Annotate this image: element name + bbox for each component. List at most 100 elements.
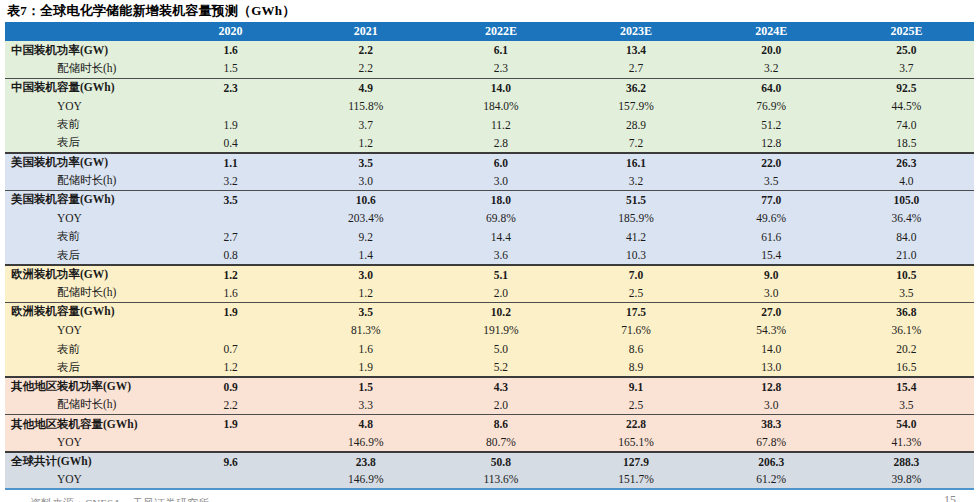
table-row: 配储时长(h)1.52.22.32.73.23.7 <box>5 59 974 78</box>
value-cell: 113.6% <box>433 471 568 490</box>
row-label: YOY <box>5 471 163 490</box>
value-cell: 288.3 <box>839 452 974 471</box>
page-number: 15 <box>944 493 956 502</box>
value-cell: 2.5 <box>568 284 703 303</box>
table-row: 表后0.41.22.87.212.818.5 <box>5 134 974 153</box>
table-row: YOY203.4%69.8%185.9%49.6%36.4% <box>5 209 974 228</box>
value-cell: 22.0 <box>704 153 839 172</box>
table-row: YOY81.3%191.9%71.6%54.3%36.1% <box>5 321 974 340</box>
value-cell: 0.9 <box>163 377 298 396</box>
value-cell: 3.2 <box>568 172 703 191</box>
value-cell: 26.3 <box>839 153 974 172</box>
table-row: 中国装机功率(GW)1.62.26.113.420.025.0 <box>5 41 974 60</box>
value-cell: 11.2 <box>433 115 568 134</box>
header-row: 202020212022E2023E2024E2025E <box>5 22 974 41</box>
row-label: 表后 <box>5 358 163 377</box>
value-cell: 3.0 <box>298 172 433 191</box>
table-row: 其他地区装机功率(GW)0.91.54.39.112.815.4 <box>5 377 974 396</box>
value-cell: 1.9 <box>298 358 433 377</box>
value-cell: 4.3 <box>433 377 568 396</box>
value-cell: 9.6 <box>163 452 298 471</box>
value-cell: 1.5 <box>163 59 298 78</box>
value-cell: 3.5 <box>839 284 974 303</box>
value-cell: 6.0 <box>433 153 568 172</box>
value-cell: 41.2 <box>568 228 703 247</box>
value-cell: 2.7 <box>163 228 298 247</box>
table-row: 配储时长(h)1.61.22.02.53.03.5 <box>5 284 974 303</box>
row-label: 全球共计(GWh) <box>5 452 163 471</box>
value-cell: 10.3 <box>568 246 703 265</box>
header-cell-year: 2024E <box>704 22 839 41</box>
row-label: 表后 <box>5 134 163 153</box>
value-cell: 5.2 <box>433 358 568 377</box>
value-cell: 67.8% <box>704 433 839 452</box>
value-cell: 15.4 <box>704 246 839 265</box>
value-cell <box>163 209 298 228</box>
value-cell: 3.7 <box>298 115 433 134</box>
value-cell: 3.0 <box>433 172 568 191</box>
value-cell <box>163 433 298 452</box>
value-cell: 10.6 <box>298 190 433 209</box>
table-row: 配储时长(h)2.23.32.02.53.03.5 <box>5 396 974 415</box>
value-cell: 18.0 <box>433 190 568 209</box>
row-label: 其他地区装机容量(GWh) <box>5 414 163 433</box>
value-cell: 1.4 <box>298 246 433 265</box>
table-row: 表后0.81.43.610.315.421.0 <box>5 246 974 265</box>
value-cell: 3.5 <box>298 302 433 321</box>
value-cell: 1.9 <box>163 302 298 321</box>
row-label: 配储时长(h) <box>5 59 163 78</box>
table-row: YOY146.9%113.6%151.7%61.2%39.8% <box>5 471 974 490</box>
table-row: YOY146.9%80.7%165.1%67.8%41.3% <box>5 433 974 452</box>
table-row: 美国装机容量(GWh)3.510.618.051.577.0105.0 <box>5 190 974 209</box>
value-cell: 3.5 <box>839 396 974 415</box>
value-cell: 41.3% <box>839 433 974 452</box>
value-cell: 185.9% <box>568 209 703 228</box>
table-row: 欧洲装机容量(GWh)1.93.510.217.527.036.8 <box>5 302 974 321</box>
value-cell: 20.2 <box>839 340 974 359</box>
value-cell: 2.2 <box>163 396 298 415</box>
value-cell: 36.2 <box>568 78 703 97</box>
row-label: 欧洲装机容量(GWh) <box>5 302 163 321</box>
row-label: YOY <box>5 321 163 340</box>
table-row: 表前0.71.65.08.614.020.2 <box>5 340 974 359</box>
value-cell <box>163 471 298 490</box>
value-cell: 1.2 <box>298 134 433 153</box>
value-cell: 3.0 <box>704 396 839 415</box>
row-label: 表前 <box>5 228 163 247</box>
value-cell: 1.9 <box>163 414 298 433</box>
value-cell: 12.8 <box>704 377 839 396</box>
value-cell: 27.0 <box>704 302 839 321</box>
table-body: 中国装机功率(GW)1.62.26.113.420.025.0配储时长(h)1.… <box>5 41 974 490</box>
value-cell: 39.8% <box>839 471 974 490</box>
value-cell: 2.5 <box>568 396 703 415</box>
header-cell-year: 2023E <box>568 22 703 41</box>
value-cell: 3.5 <box>163 190 298 209</box>
value-cell: 115.8% <box>298 97 433 116</box>
value-cell: 54.0 <box>839 414 974 433</box>
value-cell: 3.5 <box>704 172 839 191</box>
row-label: 配储时长(h) <box>5 284 163 303</box>
value-cell: 80.7% <box>433 433 568 452</box>
value-cell: 50.8 <box>433 452 568 471</box>
value-cell: 1.2 <box>298 284 433 303</box>
value-cell: 1.2 <box>163 265 298 284</box>
row-label: 中国装机功率(GW) <box>5 41 163 60</box>
value-cell: 28.9 <box>568 115 703 134</box>
value-cell: 2.0 <box>433 396 568 415</box>
value-cell: 1.9 <box>163 115 298 134</box>
value-cell: 203.4% <box>298 209 433 228</box>
value-cell: 2.0 <box>433 284 568 303</box>
table-header: 202020212022E2023E2024E2025E <box>5 22 974 41</box>
table-row: 中国装机容量(GWh)2.34.914.036.264.092.5 <box>5 78 974 97</box>
value-cell: 3.5 <box>298 153 433 172</box>
value-cell: 6.1 <box>433 41 568 60</box>
forecast-table: 202020212022E2023E2024E2025E 中国装机功率(GW)1… <box>5 22 974 490</box>
value-cell: 15.4 <box>839 377 974 396</box>
value-cell: 76.9% <box>704 97 839 116</box>
row-label: 配储时长(h) <box>5 396 163 415</box>
row-label: 表后 <box>5 246 163 265</box>
value-cell: 61.2% <box>704 471 839 490</box>
value-cell: 13.0 <box>704 358 839 377</box>
row-label: 欧洲装机功率(GW) <box>5 265 163 284</box>
value-cell: 84.0 <box>839 228 974 247</box>
